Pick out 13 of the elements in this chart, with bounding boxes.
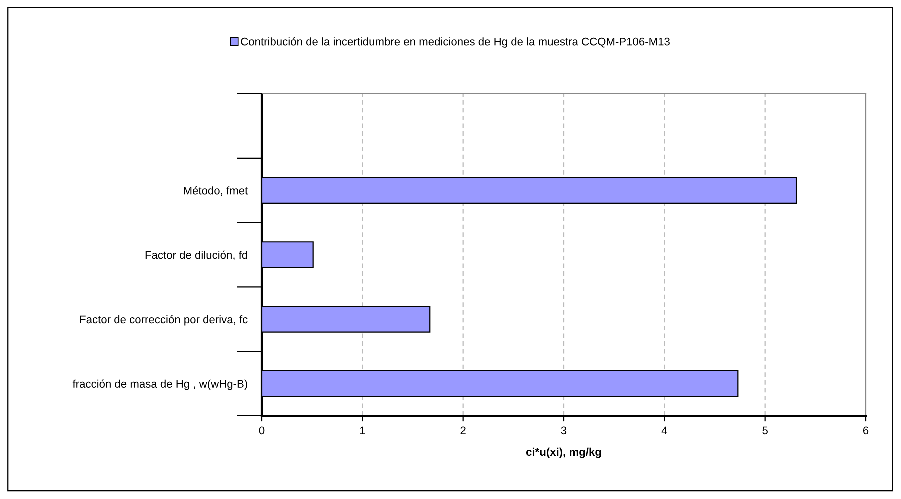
- y-tick-label: Factor de corrección por deriva, fc: [80, 315, 248, 326]
- x-tick-label: 1: [360, 426, 366, 434]
- y-tick-label: Método, fmet: [184, 186, 248, 196]
- x-tick-label: 4: [662, 426, 668, 434]
- x-tick-label: 5: [762, 426, 768, 435]
- x-tick-label: 3: [561, 426, 567, 435]
- x-tick-label: 6: [863, 426, 869, 435]
- x-tick-label: 2: [460, 426, 466, 434]
- y-tick-label: fracción de masa de Hg , w(wHg-B): [72, 380, 248, 390]
- x-axis-title: ci*u(xi), mg/kg: [526, 448, 602, 458]
- legend-label: Contribución de la incertidumbre en mediciones de Hg de la muestra CCQM-P106-M13: [241, 37, 670, 48]
- y-tick-label: Factor de dilución, fd: [146, 250, 248, 260]
- x-tick-label: 0: [259, 426, 265, 435]
